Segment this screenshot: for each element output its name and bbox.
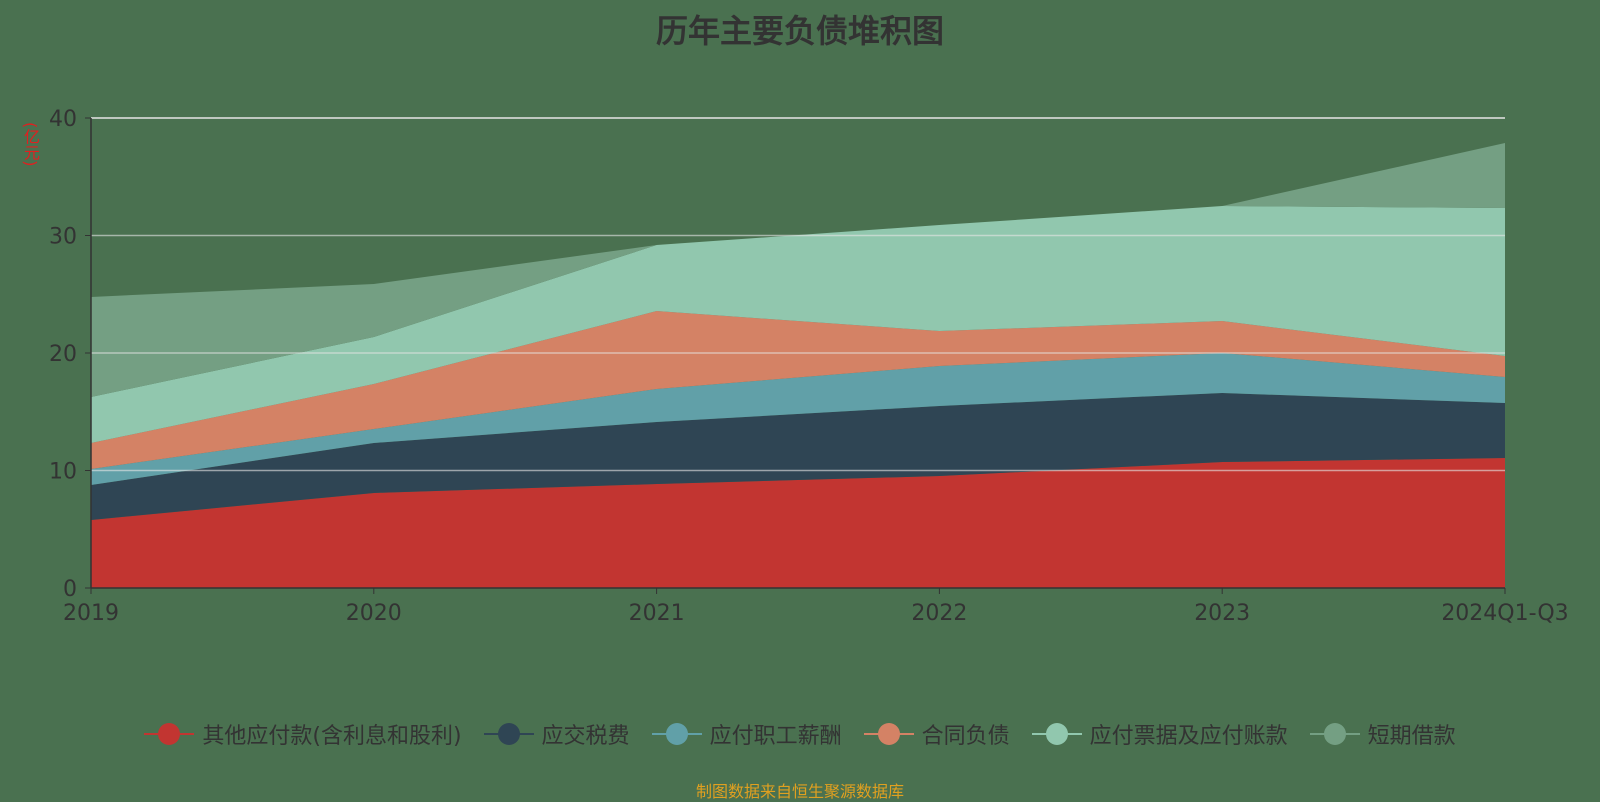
legend-item[interactable]: 应付票据及应付账款 [1031,718,1288,750]
legend-marker-icon [1031,723,1082,745]
area-series-0[interactable] [91,458,1505,588]
legend-marker-icon [863,723,914,745]
legend-item[interactable]: 其他应付款(含利息和股利) [144,718,462,750]
chart-title: 历年主要负债堆积图 [655,12,944,50]
legend-marker-icon [483,723,534,745]
source-footer: 制图数据来自恒生聚源数据库 [695,782,904,801]
y-tick-label: 30 [49,225,77,250]
legend-item[interactable]: 合同负债 [863,718,1010,750]
x-tick-label: 2022 [911,601,967,626]
legend-marker-icon [651,723,702,745]
y-tick-label: 10 [49,460,77,485]
x-tick-label: 2020 [346,601,402,626]
legend-label: 其他应付款(含利息和股利) [202,724,462,749]
legend-label: 短期借款 [1367,724,1456,749]
y-tick-label: 40 [49,107,77,132]
legend-label: 应交税费 [541,724,630,749]
legend-marker-icon [144,723,195,745]
x-tick-label: 2023 [1194,601,1250,626]
chart-plot: 0 10 20 30 40 2019 2020 2021 2022 2023 2024Q1-Q3 [49,107,1569,626]
legend: 其他应付款(含利息和股利) 应交税费 应付职工薪酬 合同负债 应付票据及应付账款 短期借款 [0,718,1600,750]
legend-label: 合同负债 [921,724,1010,749]
legend-label: 应付职工薪酬 [709,724,842,749]
legend-label: 应付票据及应付账款 [1089,724,1288,749]
y-tick-label: 0 [63,577,77,602]
x-tick-label: 2021 [629,601,685,626]
x-tick-label: 2019 [63,601,119,626]
legend-item[interactable]: 应交税费 [483,718,630,750]
area-series-2[interactable] [91,353,1505,485]
area-series-4[interactable] [91,206,1505,444]
x-tick-label: 2024Q1-Q3 [1441,601,1568,626]
y-tick-label: 20 [49,342,77,367]
legend-item[interactable]: 应付职工薪酬 [651,718,842,750]
area-series-1[interactable] [91,392,1505,520]
legend-marker-icon [1309,723,1360,745]
legend-item[interactable]: 短期借款 [1309,718,1456,750]
area-series-3[interactable] [91,311,1505,469]
y-axis-label: (亿元) [21,122,40,167]
